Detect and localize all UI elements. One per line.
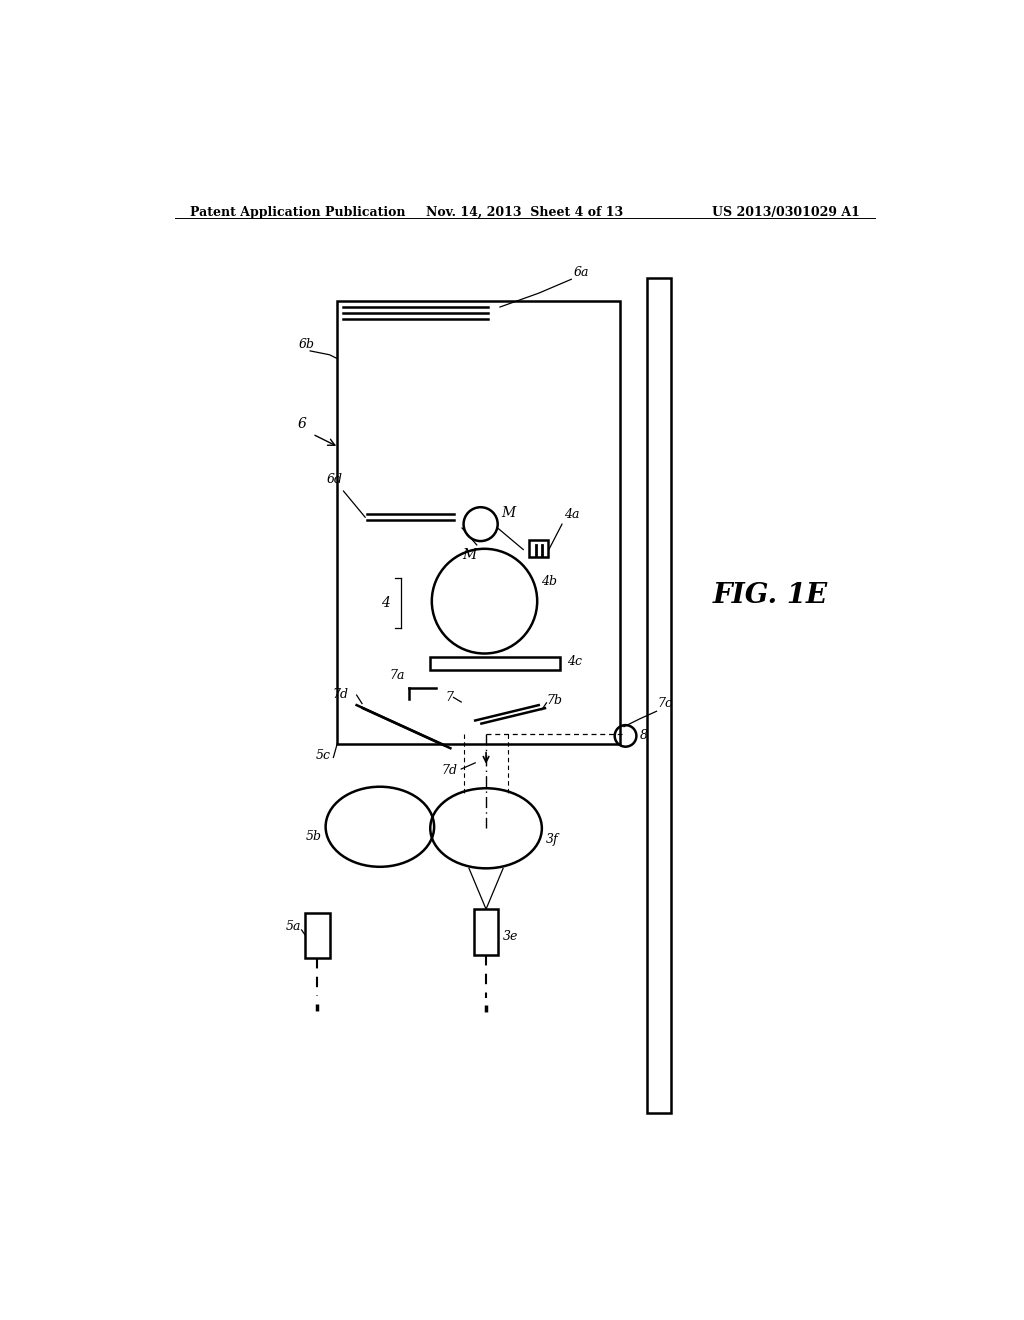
Bar [647,277,671,1113]
Text: 7d: 7d [333,688,349,701]
Text: 8: 8 [640,730,648,742]
Bar [305,913,330,958]
Bar [337,301,621,743]
Text: 5a: 5a [286,920,301,933]
Text: 6a: 6a [573,265,589,279]
Text: M: M [501,507,515,520]
Text: 7b: 7b [547,694,562,708]
Text: Patent Application Publication: Patent Application Publication [190,206,406,219]
Text: 3e: 3e [503,929,518,942]
Bar [529,540,548,557]
Text: 4b: 4b [541,576,557,589]
Text: 7a: 7a [389,669,404,682]
Text: 6d: 6d [327,473,342,486]
Text: 7c: 7c [657,697,673,710]
Text: 4: 4 [381,597,390,610]
Text: 5c: 5c [315,748,331,762]
Bar [474,909,499,956]
Text: 7: 7 [445,690,454,704]
Text: 6b: 6b [299,338,314,351]
Bar [430,657,560,671]
Text: US 2013/0301029 A1: US 2013/0301029 A1 [712,206,859,219]
Text: 6: 6 [298,417,307,432]
Text: 4c: 4c [566,655,582,668]
Text: FIG. 1E: FIG. 1E [713,582,828,610]
Text: Nov. 14, 2013  Sheet 4 of 13: Nov. 14, 2013 Sheet 4 of 13 [426,206,624,219]
Text: 4a: 4a [563,508,579,520]
Text: 7d: 7d [441,764,458,777]
Text: 5b: 5b [306,829,322,842]
Text: 3f: 3f [546,833,558,846]
Text: M: M [463,548,477,562]
